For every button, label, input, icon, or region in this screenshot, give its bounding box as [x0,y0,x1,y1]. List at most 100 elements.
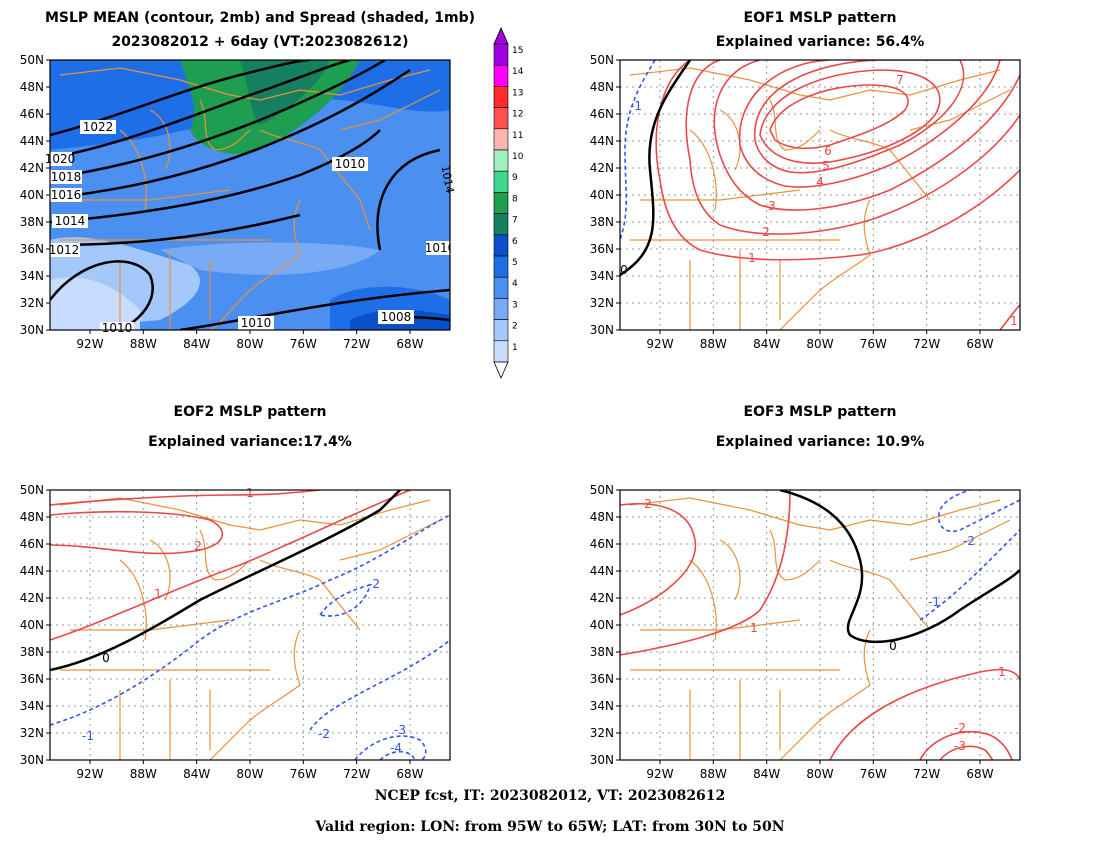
lat-tick-label: 48N [590,80,614,94]
lat-tick-label: 44N [20,564,44,578]
eof3-contours [620,490,1020,760]
lon-tick-label: 88W [700,767,727,781]
contour-label: -4 [390,741,402,755]
colorbar-label: 15 [512,46,523,56]
contour-label: 3 [768,199,776,213]
lat-tick-label: 46N [20,537,44,551]
mean-panel-subtitle: 2023082012 + 6day (VT:2023082612) [111,34,409,50]
eof1-variance-label: Explained variance: 56.4% [715,34,925,50]
lat-tick-label: 44N [590,564,614,578]
lat-tick-label: 42N [20,161,44,175]
lat-tick-label: 38N [20,645,44,659]
contour-label: 2 [644,497,652,511]
lon-tick-label: 80W [806,337,833,351]
lat-tick-label: 36N [20,242,44,256]
lat-tick-label: 48N [20,510,44,524]
contour-label: 2 [762,225,770,239]
contour-label: 1010 [335,157,366,171]
lat-tick-label: 32N [20,296,44,310]
colorbar-label: 1 [512,343,518,353]
contour-label: -2 [954,721,966,735]
contour-label: 1010 [241,316,272,330]
lat-tick-label: 50N [20,483,44,497]
eof1-contour-labels: 7 6 5 4 3 2 1 0 -1 1 [620,73,1018,328]
lat-tick-label: 30N [20,753,44,767]
contour-label: 1018 [51,170,82,184]
colorbar-label: 5 [512,258,518,268]
contour-label: 1 [246,486,254,500]
lon-tick-label: 88W [130,337,157,351]
lon-tick-label: 80W [806,767,833,781]
contour-label: -3 [954,739,966,753]
colorbar-label: 7 [512,216,518,226]
eof1-panel-title: EOF1 MSLP pattern [743,10,897,26]
lat-tick-label: 38N [590,645,614,659]
lon-tick-label: 76W [290,767,317,781]
lon-tick-label: 68W [966,767,993,781]
lat-tick-label: 46N [20,107,44,121]
contour-label: 0 [620,263,628,277]
footer-forecast-info: NCEP fcst, IT: 2023082012, VT: 202308261… [374,788,726,804]
contour-label: 1012 [49,243,80,257]
lon-tick-label: 72W [913,767,940,781]
lat-tick-label: 34N [20,699,44,713]
contour-label: 1 [1010,314,1018,328]
lat-tick-label: 46N [590,537,614,551]
lat-tick-label: 48N [20,80,44,94]
lat-tick-label: 36N [20,672,44,686]
lat-tick-label: 30N [590,323,614,337]
contour-label: 1010 [425,241,456,255]
spread-colorbar: 15 14 13 12 11 10 9 8 7 6 5 4 3 2 1 [493,27,524,379]
colorbar-label: 9 [512,173,518,183]
contour-label: 1016 [51,188,82,202]
colorbar-bottom-arrow [493,361,509,379]
contour-label: -1 [630,99,642,113]
colorbar-label: 13 [512,88,523,98]
contour-label: 1 [154,587,162,601]
lon-tick-label: 68W [966,337,993,351]
lon-tick-label: 84W [753,337,780,351]
eof1-contours [620,60,1020,330]
lat-tick-label: 44N [590,134,614,148]
contour-label: 1008 [381,310,412,324]
eof3-contour-labels: 2 1 0 -1 -2 1 -2 -3 [644,497,1006,753]
contour-label: 0 [889,639,897,653]
lat-tick-label: 48N [590,510,614,524]
contour-label: 1 [750,621,758,635]
lon-tick-label: 88W [700,337,727,351]
lat-tick-label: 32N [590,726,614,740]
contour-label: -2 [318,727,330,741]
lat-tick-label: 36N [590,242,614,256]
contour-label: 1 [748,251,756,265]
lat-tick-label: 34N [590,699,614,713]
colorbar-label: 2 [512,322,518,332]
mean-panel-title: MSLP MEAN (contour, 2mb) and Spread (sha… [45,10,475,26]
lat-tick-label: 34N [20,269,44,283]
lon-tick-label: 72W [343,767,370,781]
mean-contour-labels: 1022 1020 1018 1016 1014 1012 1010 1010 … [45,120,456,335]
lon-tick-label: 72W [343,337,370,351]
contour-label: 4 [816,175,824,189]
lon-tick-label: 80W [236,337,263,351]
lon-tick-label: 84W [753,767,780,781]
lat-tick-label: 38N [20,215,44,229]
coastline-layer [59,67,441,330]
contour-label: 0 [102,651,110,665]
eof3-variance-label: Explained variance: 10.9% [715,434,925,450]
contour-label: -2 [963,534,975,548]
graticule [50,490,450,760]
colorbar-label: 6 [512,237,518,247]
lat-tick-label: 32N [20,726,44,740]
lat-tick-label: 30N [20,323,44,337]
lat-tick-label: 50N [20,53,44,67]
contour-label: 6 [824,144,832,158]
colorbar-label: 10 [512,152,524,162]
colorbar-label: 8 [512,194,518,204]
lat-tick-label: 34N [590,269,614,283]
lon-tick-label: 84W [183,767,210,781]
lat-tick-label: 36N [590,672,614,686]
colorbar-label: 12 [512,110,523,120]
